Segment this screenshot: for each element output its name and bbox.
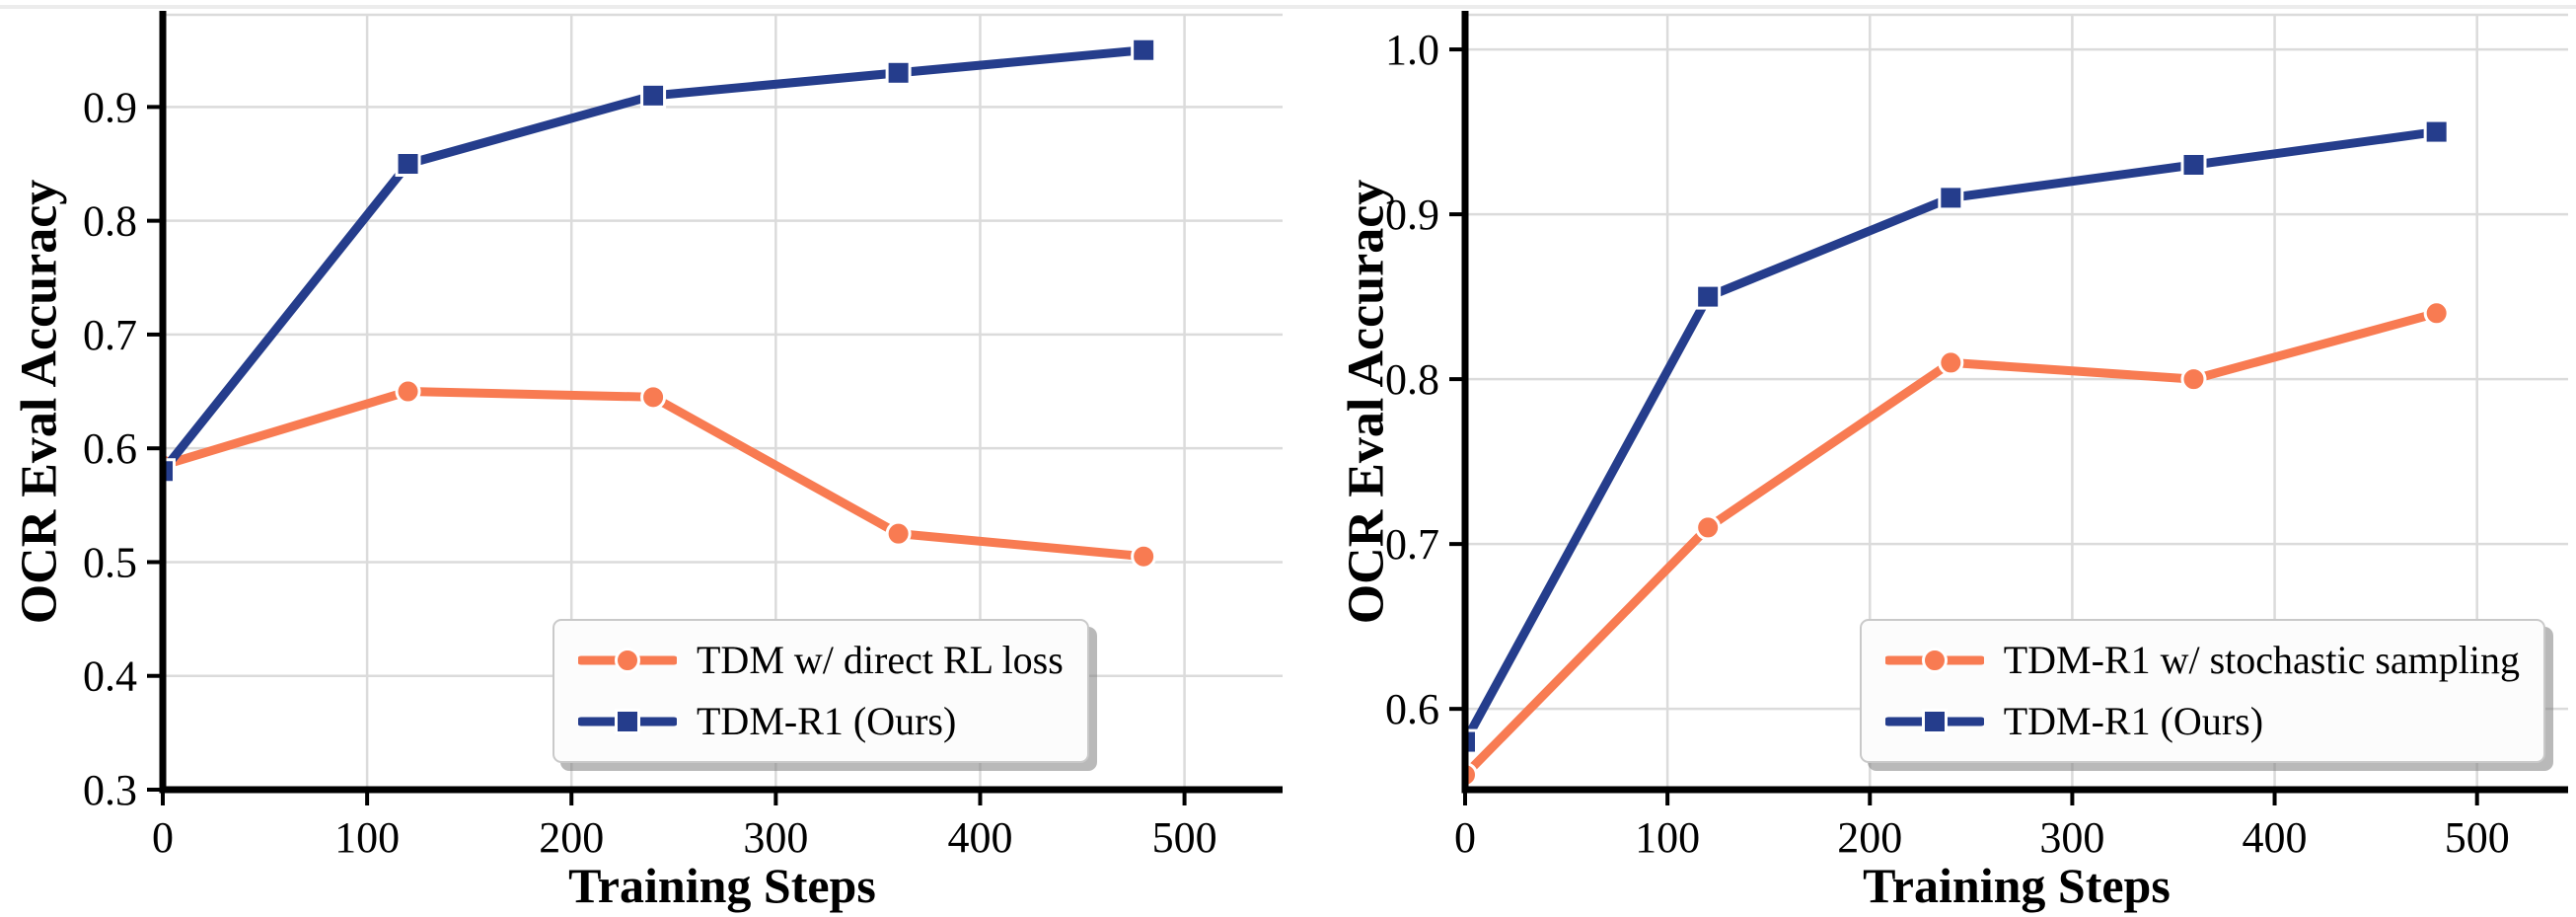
- left-x-tick-label: 200: [539, 813, 604, 862]
- right-legend-item-2: TDM-R1 (Ours): [1884, 696, 2520, 747]
- legend-label: TDM w/ direct RL loss: [697, 638, 1064, 682]
- left-x-tick-label: 300: [743, 813, 808, 862]
- left-x-axis-title: Training Steps: [568, 858, 876, 913]
- right-series-1-line: [1465, 300, 2450, 788]
- legend-label: TDM-R1 (Ours): [697, 699, 957, 743]
- left-y-axis-title: OCR Eval Accuracy: [11, 179, 68, 625]
- right-x-axis-title: Training Steps: [1863, 858, 2171, 913]
- left-legend-item-1: TDM w/ direct RL loss: [578, 635, 1064, 686]
- right-series-1-marker: [1938, 349, 1964, 376]
- right-y-tick-label: 1.0: [1385, 26, 1439, 74]
- left-series-2-marker: [1131, 37, 1157, 63]
- left-x-tick-label: 400: [947, 813, 1012, 862]
- right-x-tick-label: 500: [2445, 813, 2510, 862]
- right-series-2-marker: [2180, 151, 2207, 178]
- left-x-tick-label: 0: [152, 813, 174, 862]
- left-y-tick-label: 0.7: [83, 311, 137, 359]
- left-series-1-marker: [885, 520, 912, 547]
- right-series-2-marker: [1695, 283, 1722, 310]
- left-series-2-marker: [163, 458, 176, 485]
- legend-label: TDM-R1 (Ours): [2003, 699, 2264, 743]
- left-series-1-marker: [1131, 543, 1157, 570]
- left-chart-legend: TDM w/ direct RL loss TDM-R1 (Ours): [552, 619, 1089, 763]
- right-series-1-marker: [2423, 300, 2450, 327]
- right-x-tick-label: 300: [2039, 813, 2104, 862]
- circle-marker-line-icon: [1884, 648, 1984, 673]
- right-series-2-marker: [1938, 185, 1964, 211]
- left-x-tick-label: 100: [334, 813, 400, 862]
- left-series-1-marker: [395, 378, 421, 405]
- right-chart-legend: TDM-R1 w/ stochastic sampling TDM-R1 (Our…: [1859, 619, 2545, 763]
- square-marker-line-icon: [578, 709, 677, 734]
- right-chart-ticks: 0 100 200 300 400 500 0.6 0.7 0.8 0.9 1.0: [1385, 26, 2510, 862]
- right-legend-item-1: TDM-R1 w/ stochastic sampling: [1884, 635, 2520, 686]
- left-y-tick-label: 0.9: [83, 83, 137, 131]
- right-x-tick-label: 400: [2243, 813, 2308, 862]
- legend-marker: [1921, 648, 1948, 673]
- left-y-tick-label: 0.5: [83, 538, 137, 586]
- right-series-2-marker: [1465, 728, 1478, 755]
- left-series-1-line: [163, 378, 1157, 570]
- left-series-2-marker: [640, 82, 667, 109]
- left-chart-ticks: 0 100 200 300 400 500 0.3 0.4 0.5 0.6 0.7 0.8 0.9: [83, 83, 1217, 862]
- right-x-tick-label: 100: [1635, 813, 1700, 862]
- left-series-2-marker: [395, 151, 421, 178]
- right-y-tick-label: 0.6: [1385, 685, 1439, 733]
- left-y-tick-label: 0.8: [83, 197, 137, 246]
- legend-label: TDM-R1 w/ stochastic sampling: [2003, 638, 2520, 682]
- left-series-2-line: [163, 37, 1157, 485]
- circle-marker-line-icon: [578, 648, 677, 673]
- left-series-1-marker: [640, 384, 667, 411]
- left-chart: 0 100 200 300 400 500 0.3 0.4 0.5 0.6 0.7 0.8 0.9: [83, 11, 1283, 862]
- right-y-tick-label: 0.8: [1385, 355, 1439, 404]
- right-series-2-marker: [2423, 118, 2450, 145]
- right-series-1-marker: [2180, 366, 2207, 393]
- legend-marker: [615, 648, 640, 673]
- right-x-tick-label: 0: [1454, 813, 1476, 862]
- left-legend-item-2: TDM-R1 (Ours): [578, 696, 1064, 747]
- right-x-tick-label: 200: [1837, 813, 1902, 862]
- right-y-axis-title: OCR Eval Accuracy: [1338, 179, 1395, 625]
- right-series-1-marker: [1695, 514, 1722, 541]
- square-marker-line-icon: [1884, 709, 1984, 734]
- left-series-2-marker: [885, 59, 912, 86]
- right-chart: 0 100 200 300 400 500 0.6 0.7 0.8 0.9 1.0: [1385, 11, 2568, 862]
- right-series-2-line: [1465, 118, 2450, 755]
- figure-top-border: [0, 5, 2576, 9]
- legend-marker: [615, 709, 640, 734]
- left-x-tick-label: 500: [1152, 813, 1217, 862]
- legend-marker: [1921, 709, 1948, 734]
- right-y-tick-label: 0.7: [1385, 520, 1439, 569]
- left-y-tick-label: 0.6: [83, 424, 137, 473]
- left-y-tick-label: 0.3: [83, 766, 137, 814]
- right-y-tick-label: 0.9: [1385, 191, 1439, 239]
- left-y-tick-label: 0.4: [83, 652, 137, 701]
